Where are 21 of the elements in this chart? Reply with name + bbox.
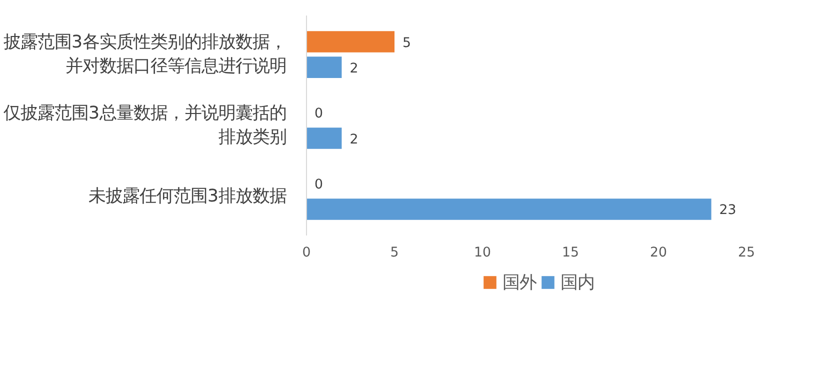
data-label: 5 [402, 36, 411, 51]
x-tick-label: 5 [390, 246, 399, 260]
y-tick-label: 未披露任何范围3排放数据 [88, 186, 287, 206]
y-tick-label: 披露范围3各实质性类别的排放数据，并对数据口径等信息进行说明 [3, 32, 287, 77]
data-label: 0 [314, 178, 323, 193]
data-label: 2 [350, 132, 358, 148]
data-label: 2 [350, 61, 358, 76]
x-tick-label: 10 [474, 246, 491, 260]
legend-label: 国内 [560, 272, 594, 294]
y-tick-label: 仅披露范围3总量数据，并说明囊括的排放类别 [3, 104, 287, 148]
x-tick-label: 15 [562, 246, 579, 260]
legend-label: 国外 [502, 272, 536, 294]
x-tick-label: 0 [302, 246, 311, 260]
bar [306, 31, 394, 52]
bar [306, 128, 342, 149]
bar [306, 56, 342, 78]
bar [306, 198, 712, 220]
data-label: 23 [719, 203, 736, 218]
x-tick-label: 25 [738, 246, 755, 260]
data-label: 0 [314, 106, 323, 122]
x-tick-label: 20 [650, 246, 667, 260]
